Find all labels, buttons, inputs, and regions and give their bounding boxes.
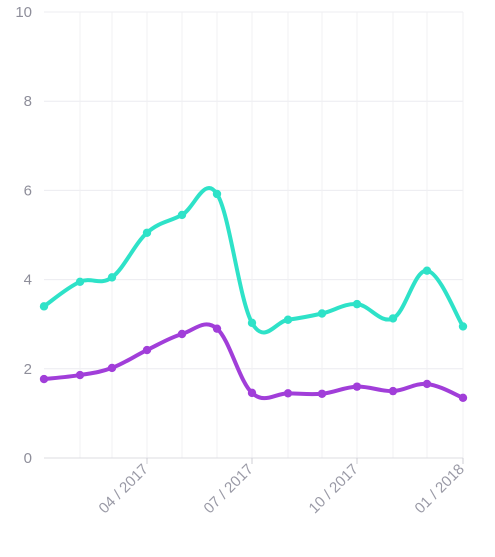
data-point — [388, 314, 398, 323]
data-point — [352, 299, 362, 309]
data-point — [352, 382, 362, 391]
series-1 — [39, 185, 468, 335]
series-2 — [39, 322, 468, 402]
y-tick-label: 4 — [24, 272, 32, 289]
data-point — [39, 302, 49, 311]
data-point — [388, 386, 398, 396]
data-point — [458, 393, 468, 402]
series-line — [42, 322, 465, 401]
data-point — [247, 318, 257, 328]
y-tick-label: 6 — [24, 182, 32, 199]
data-point — [75, 277, 85, 287]
data-point — [75, 370, 85, 380]
y-tick-label: 0 — [24, 450, 32, 467]
y-tick-label: 8 — [24, 93, 32, 110]
y-tick-label: 10 — [15, 4, 32, 21]
series-line — [42, 185, 465, 335]
data-point — [107, 273, 117, 282]
data-point — [142, 345, 152, 355]
data-point — [247, 388, 257, 398]
x-tick-label: 07 / 2017 — [201, 461, 257, 517]
data-point — [317, 309, 327, 318]
data-point — [212, 189, 222, 199]
data-point — [458, 322, 468, 331]
data-point — [39, 374, 49, 384]
data-point — [177, 329, 187, 339]
data-point — [317, 389, 327, 398]
x-tick-label: 01 / 2018 — [412, 461, 468, 517]
data-point — [283, 315, 293, 324]
data-point — [212, 324, 222, 333]
data-point — [283, 389, 293, 398]
data-point — [107, 363, 117, 373]
x-tick-label: 10 / 2017 — [306, 461, 362, 517]
data-point — [177, 210, 187, 220]
y-tick-label: 2 — [24, 361, 32, 378]
data-point — [142, 228, 152, 237]
data-point — [422, 266, 432, 275]
data-point — [422, 379, 432, 389]
x-tick-label: 04 / 2017 — [96, 461, 152, 517]
